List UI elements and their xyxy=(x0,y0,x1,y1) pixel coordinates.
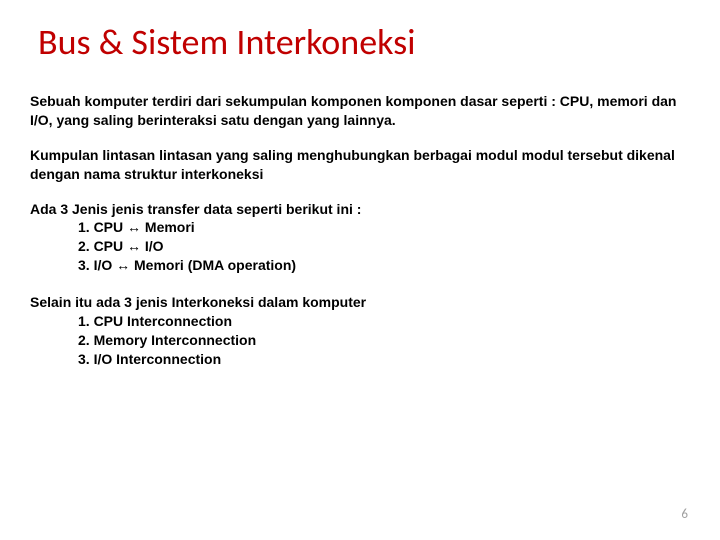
transfer-item-3: 3. I/O ↔ Memori (DMA operation) xyxy=(78,256,690,275)
paragraph-2: Kumpulan lintasan lintasan yang saling m… xyxy=(30,146,690,184)
page-number: 6 xyxy=(681,507,688,522)
transfer-item-1: 1. CPU ↔ Memori xyxy=(78,218,690,237)
interconnection-item-1: 1. CPU Interconnection xyxy=(78,312,690,331)
transfer-item-2: 2. CPU ↔ I/O xyxy=(78,237,690,256)
interconnection-heading: Selain itu ada 3 jenis Interkoneksi dala… xyxy=(30,293,690,312)
paragraph-1: Sebuah komputer terdiri dari sekumpulan … xyxy=(30,92,690,130)
transfer-heading: Ada 3 Jenis jenis transfer data seperti … xyxy=(30,200,690,219)
interconnection-item-3: 3. I/O Interconnection xyxy=(78,350,690,369)
slide-title: Bus & Sistem Interkoneksi xyxy=(38,20,690,64)
transfer-section: Ada 3 Jenis jenis transfer data seperti … xyxy=(30,200,690,276)
interconnection-section: Selain itu ada 3 jenis Interkoneksi dala… xyxy=(30,293,690,369)
interconnection-item-2: 2. Memory Interconnection xyxy=(78,331,690,350)
